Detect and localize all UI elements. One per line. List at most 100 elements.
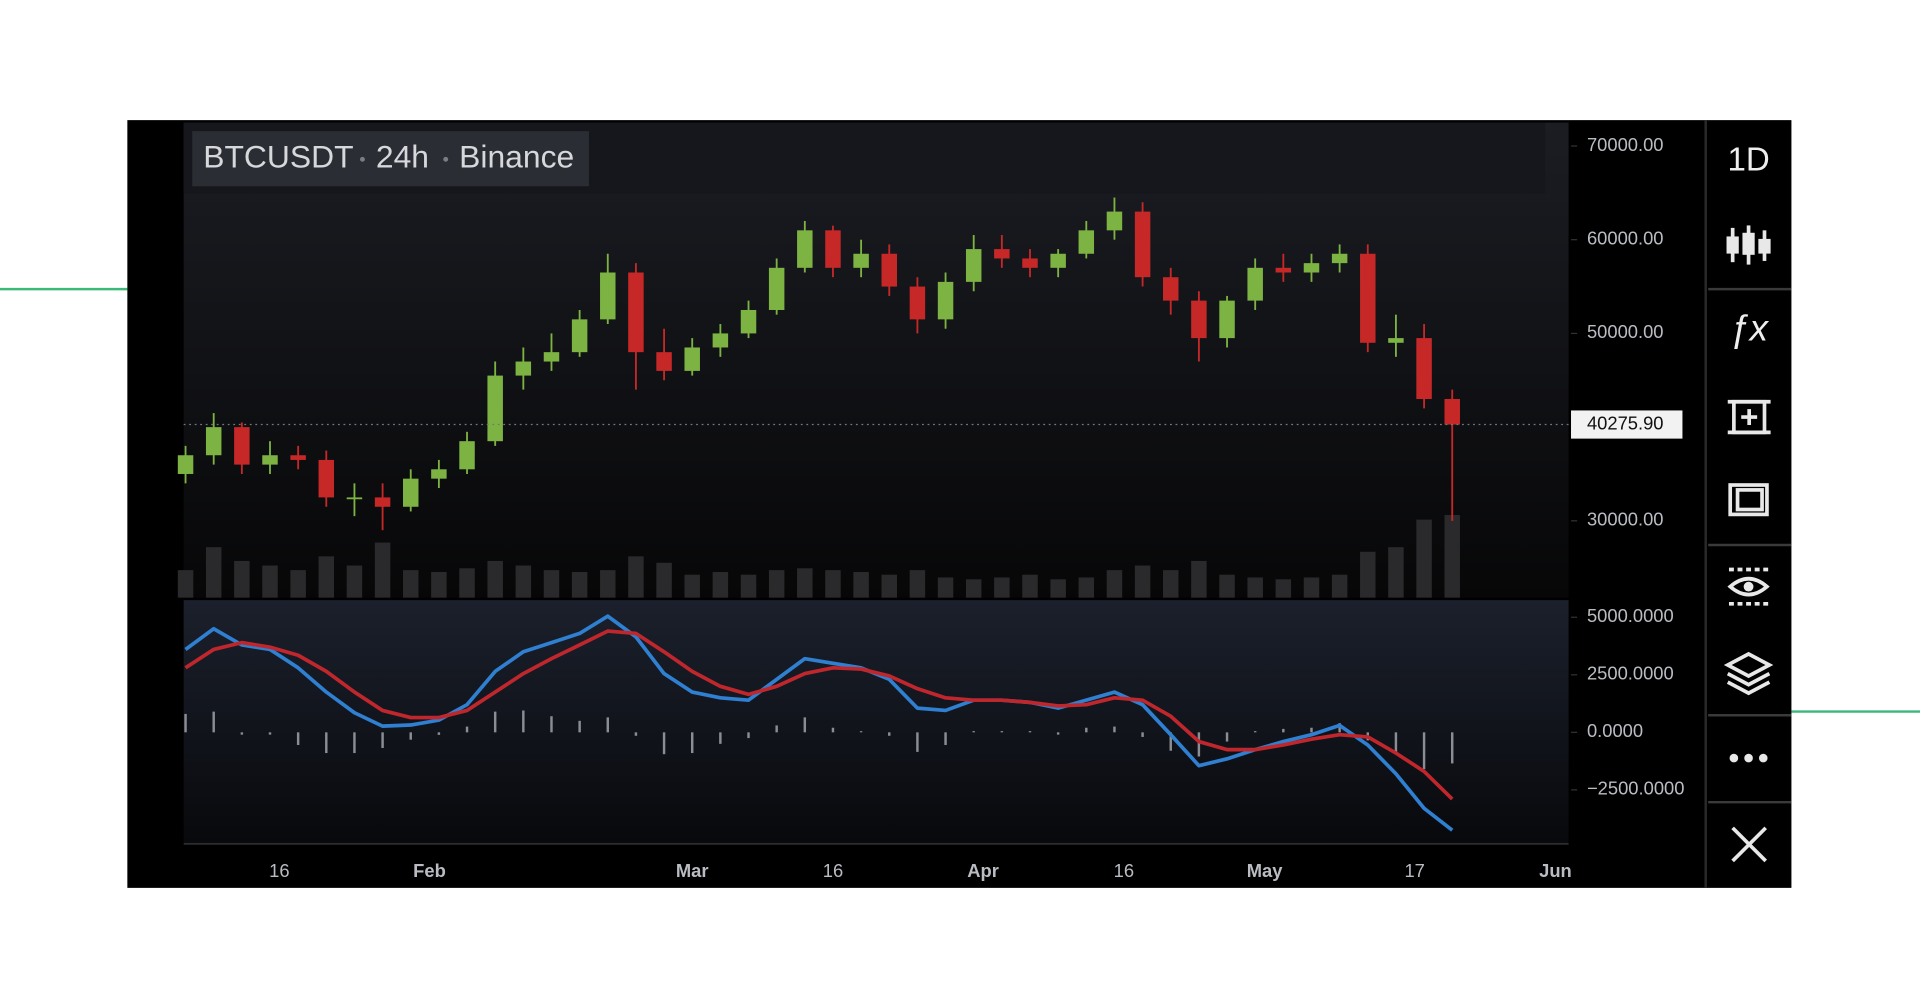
candle-body [1078, 230, 1095, 254]
volume-bar [1416, 519, 1432, 598]
candle-body [1191, 300, 1207, 339]
y-tick-label: 30000.00 [1587, 509, 1664, 530]
more-button[interactable] [1729, 753, 1768, 763]
y-tick-label: 70000.00 [1587, 134, 1664, 155]
interval: 24h [376, 139, 429, 175]
macd-line [184, 614, 1454, 832]
candle-body [205, 427, 222, 456]
x-tick-label: 16 [823, 860, 843, 881]
candle-body [1360, 253, 1376, 343]
volume-bar [825, 570, 841, 598]
candle-body [909, 286, 926, 320]
candle-body [1303, 263, 1320, 273]
volume-bar [487, 560, 503, 598]
symbol-box[interactable] [192, 131, 589, 187]
volume-bar [600, 570, 616, 598]
candle-body [1275, 267, 1292, 273]
x-tick-label: 17 [1404, 860, 1424, 881]
volume-bar [1275, 579, 1292, 598]
candle-body [1219, 300, 1235, 339]
candle-body [740, 309, 757, 334]
macd-line [184, 629, 1454, 801]
candle-body [431, 469, 447, 479]
visibility-button[interactable] [1727, 567, 1770, 606]
candle-body [177, 455, 194, 474]
volume-bar [712, 571, 729, 598]
volume-bar [1303, 577, 1320, 598]
volume-bar [374, 542, 391, 598]
y-tick-label: −2500.0000 [1587, 778, 1685, 799]
volume-bar [797, 568, 813, 598]
volume-bar [937, 577, 954, 598]
volume-bar [177, 570, 194, 598]
y-tick-label: 0.0000 [1587, 720, 1643, 741]
volume-bar [656, 562, 672, 598]
price-label: 40275.90 [1587, 412, 1664, 433]
volume-bar [431, 571, 447, 598]
volume-bar [1331, 574, 1348, 598]
candle-body [1388, 338, 1404, 343]
layers-button[interactable] [1723, 651, 1774, 696]
candle-body [346, 497, 363, 500]
candle-body [937, 281, 954, 320]
candle-body [1163, 277, 1179, 301]
x-tick-label: Mar [676, 860, 709, 881]
volume-bar [1388, 547, 1404, 598]
candle-body [459, 441, 475, 470]
candle-body [1106, 211, 1123, 231]
x-tick-label: 16 [1114, 860, 1134, 881]
volume-bar [1134, 565, 1151, 598]
candle-body [1134, 211, 1151, 278]
candle-body [1416, 338, 1432, 400]
volume-bar [1219, 574, 1235, 598]
candle-body [1022, 258, 1038, 268]
x-tick-label: Jun [1539, 860, 1572, 881]
volume-bar [290, 570, 306, 598]
volume-bar [234, 560, 250, 598]
candle-body [628, 272, 644, 353]
candle-body [712, 333, 729, 348]
compare-button[interactable] [1728, 483, 1769, 517]
macd-pane [183, 600, 1569, 843]
volume-bar [571, 571, 588, 598]
candle-body [571, 319, 588, 353]
x-tick-label: May [1247, 860, 1284, 881]
candle-body [965, 249, 982, 282]
symbol: BTCUSDT [203, 139, 353, 175]
volume-bar [1191, 560, 1207, 598]
volume-bar [318, 556, 335, 598]
volume-bar [994, 577, 1010, 598]
chart-type-button[interactable] [1726, 225, 1771, 265]
separator [360, 156, 365, 162]
candle-body [1247, 267, 1263, 301]
volume-bar [684, 574, 700, 598]
volume-bar [853, 571, 869, 598]
candle-body [994, 249, 1010, 259]
candle-body [487, 375, 503, 442]
candle-body [853, 253, 869, 268]
volume-bar [881, 574, 897, 598]
volume-bar [1078, 577, 1095, 598]
candle-body [684, 347, 700, 371]
candle-body [768, 267, 785, 310]
candle-body [825, 230, 841, 268]
volume-bar [262, 565, 278, 598]
x-tick-label: Feb [413, 860, 446, 881]
volume-bar [1163, 570, 1179, 598]
y-tick-label: 5000.0000 [1587, 605, 1674, 626]
volume-bar [1050, 579, 1066, 598]
candle-body [656, 352, 672, 371]
volume-bar [909, 570, 926, 598]
period-button[interactable]: 1D [1727, 141, 1769, 178]
candle-body [797, 230, 813, 268]
close-button[interactable] [1731, 826, 1768, 863]
indicators-button[interactable]: ƒx [1729, 307, 1769, 349]
candle-body [374, 497, 391, 507]
candle-body [1331, 253, 1348, 264]
add-button[interactable] [1727, 399, 1771, 435]
price-pane [183, 122, 1569, 598]
exchange: Binance [459, 139, 574, 175]
y-tick-label: 60000.00 [1587, 228, 1664, 249]
